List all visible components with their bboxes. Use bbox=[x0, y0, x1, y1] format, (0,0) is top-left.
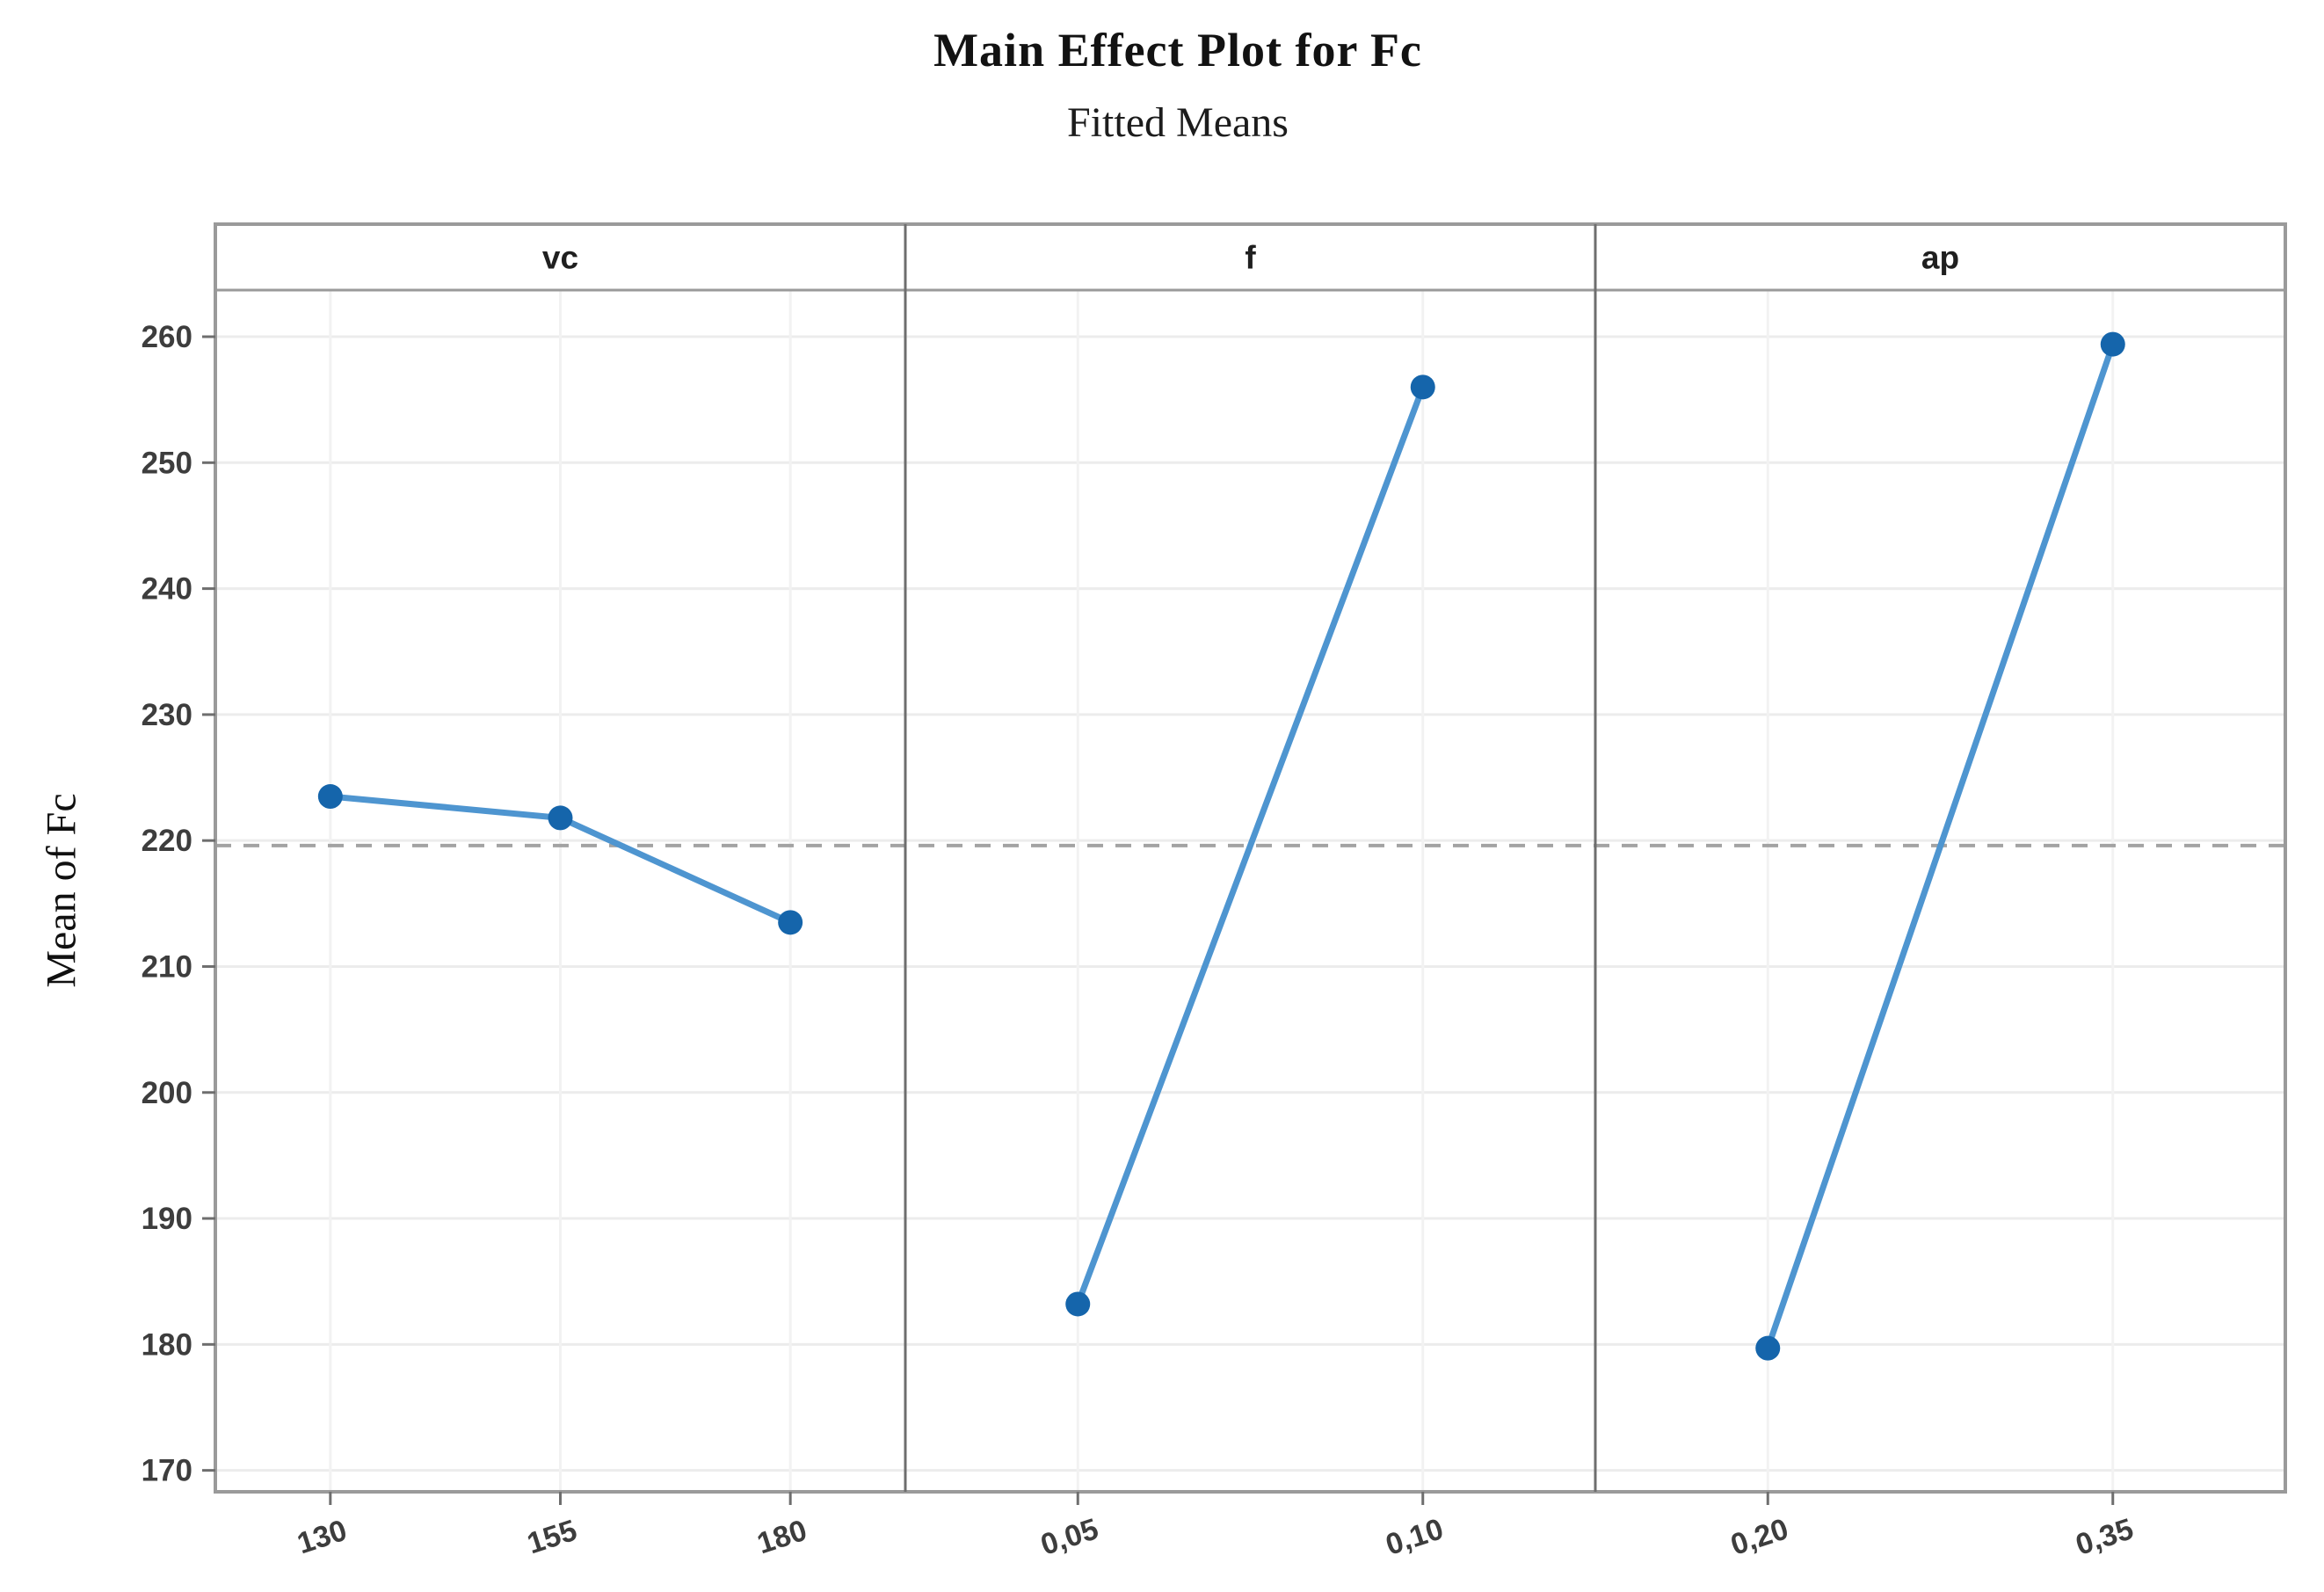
plot-frame bbox=[214, 222, 2287, 1494]
chart-subtitle: Fitted Means bbox=[1067, 99, 1289, 146]
data-point bbox=[1755, 1335, 1781, 1361]
panel-header-band bbox=[215, 224, 2285, 290]
data-line bbox=[1764, 341, 2117, 1352]
panel-header-label: ap bbox=[1921, 240, 1959, 276]
y-tick-label: 200 bbox=[142, 1076, 192, 1110]
x-tick-label: 155 bbox=[523, 1514, 581, 1561]
data-point bbox=[548, 805, 573, 831]
y-tick-label: 220 bbox=[142, 824, 192, 858]
x-tick-label: 180 bbox=[753, 1514, 811, 1561]
y-tick-label: 180 bbox=[142, 1327, 192, 1362]
x-tick-label: 0,05 bbox=[1037, 1512, 1103, 1562]
data-point bbox=[778, 910, 803, 935]
y-tick-label: 210 bbox=[142, 949, 192, 984]
x-tick-label: 0,10 bbox=[1382, 1512, 1448, 1562]
y-tick-label: 240 bbox=[142, 572, 192, 607]
y-tick-label: 260 bbox=[142, 320, 192, 354]
panel-header-label: f bbox=[1245, 240, 1256, 276]
panel-header-label: vc bbox=[542, 240, 578, 276]
x-tick-label: 0,35 bbox=[2072, 1512, 2138, 1562]
data-point bbox=[1410, 374, 1435, 400]
y-tick-label: 230 bbox=[142, 698, 192, 732]
data-line bbox=[1074, 383, 1427, 1307]
data-point bbox=[2100, 331, 2125, 357]
data-point bbox=[317, 784, 343, 810]
y-tick-label: 250 bbox=[142, 446, 192, 480]
y-tick-label: 190 bbox=[142, 1202, 192, 1236]
y-tick-label: 170 bbox=[142, 1454, 192, 1488]
chart-title: Main Effect Plot for Fc bbox=[933, 24, 1422, 76]
x-tick-label: 0,20 bbox=[1727, 1512, 1793, 1562]
x-tick-label: 130 bbox=[294, 1514, 352, 1561]
data-point bbox=[1065, 1291, 1091, 1317]
